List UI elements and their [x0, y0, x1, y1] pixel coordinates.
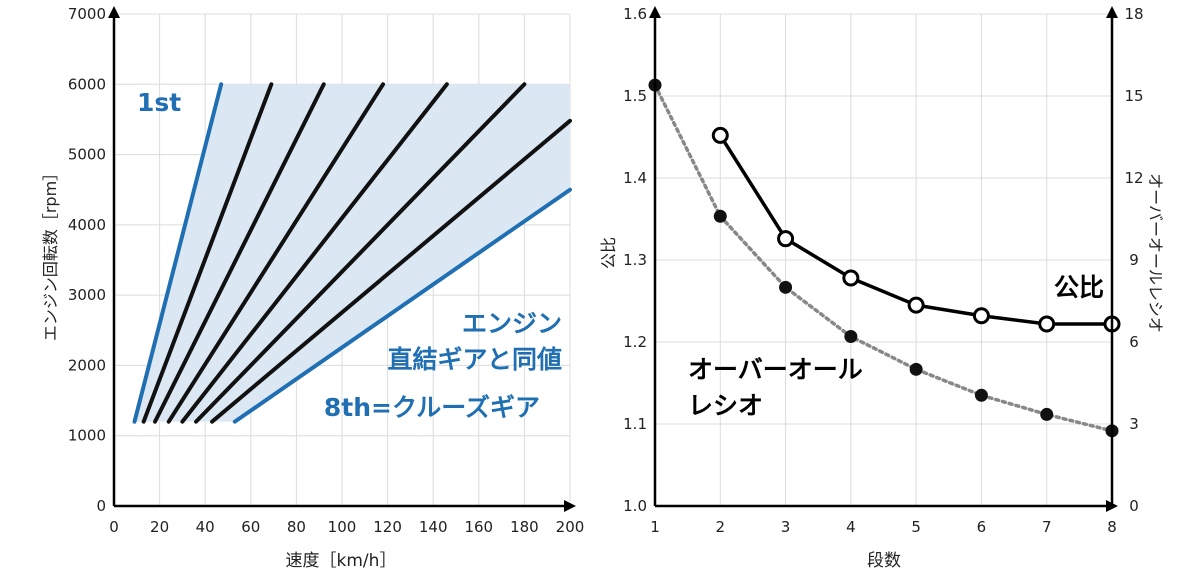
left-y-tick-label: 5000: [68, 146, 106, 164]
right-right-tick-labels: 0 3 6 9 12 15 18: [1124, 5, 1143, 515]
left-x-tick-label: 180: [510, 518, 539, 536]
left-shaded-region: [134, 84, 570, 422]
right-x-tick-labels: 1 2 3 4 5 6 7 8: [650, 518, 1117, 536]
left-x-tick-labels: 0 20 40 60 80 100 120 140 160 180 200: [109, 518, 584, 536]
annotation-ratio-word: レシオ: [688, 391, 763, 420]
left-axes: [108, 6, 576, 512]
gear-line-7: [210, 118, 572, 424]
right-x-tick-label: 8: [1107, 518, 1117, 536]
overall-ratio-point: [844, 330, 858, 344]
right-left-tick-label: 1.5: [623, 87, 647, 105]
gear-line-5: [180, 82, 449, 424]
gear-line-2: [141, 82, 274, 424]
right-right-tick-label: 0: [1129, 497, 1139, 515]
annotation-direct-gear: 直結ギアと同値: [387, 345, 562, 374]
gear-line-8th: [232, 187, 572, 424]
annotation-8th-cruise: 8th=クルーズギア: [324, 393, 540, 422]
left-x-tick-label: 40: [196, 518, 215, 536]
right-left-tick-label: 1.0: [623, 497, 647, 515]
right-x-axis-arrow: [1106, 500, 1118, 512]
overall-ratio-point: [713, 209, 727, 223]
left-x-tick-label: 100: [328, 518, 357, 536]
overall-ratio-point: [779, 280, 793, 294]
right-x-tick-label: 1: [650, 518, 660, 536]
left-gear-lines: [132, 82, 572, 424]
right-left-tick-label: 1.1: [623, 415, 647, 433]
right-grid: [655, 13, 1113, 506]
annotation-engine: エンジン: [462, 309, 562, 338]
right-x-tick-label: 5: [911, 518, 921, 536]
left-y-tick-label: 0: [96, 497, 106, 515]
left-x-tick-label: 60: [241, 518, 260, 536]
left-y-tick-label: 1000: [68, 427, 106, 445]
overall-ratio-point: [1040, 407, 1054, 421]
overall-ratio-line: [653, 83, 1114, 433]
right-right-tick-label: 18: [1124, 5, 1143, 23]
gear-line-1st: [132, 82, 224, 424]
right-x-tick-label: 7: [1042, 518, 1052, 536]
annotation-overall: オーバーオール: [688, 355, 863, 384]
right-left-y-axis-arrow: [649, 6, 661, 18]
right-x-tick-label: 3: [781, 518, 791, 536]
left-x-tick-label: 0: [109, 518, 119, 536]
left-y-tick-label: 7000: [68, 5, 106, 23]
right-x-tick-label: 6: [977, 518, 987, 536]
gear-line-6: [194, 82, 527, 424]
right-right-tick-label: 6: [1129, 333, 1139, 351]
right-left-tick-label: 1.3: [623, 251, 647, 269]
common-ratio-point: [907, 296, 925, 314]
left-x-tick-label: 200: [556, 518, 585, 536]
left-x-tick-label: 80: [287, 518, 306, 536]
annotation-ratio: 公比: [1054, 273, 1104, 302]
right-left-tick-label: 1.6: [623, 5, 647, 23]
right-axes: [649, 6, 1118, 512]
gear-line-4: [166, 82, 386, 424]
left-y-tick-labels: 0 1000 2000 3000 4000 5000 6000 7000: [68, 5, 106, 515]
right-y-axis-label: 公比: [599, 237, 618, 269]
left-x-tick-label: 140: [419, 518, 448, 536]
overall-ratio-point: [974, 388, 988, 402]
left-y-tick-label: 4000: [68, 216, 106, 234]
right-right-tick-label: 15: [1124, 87, 1143, 105]
annotation-1st: 1st: [137, 88, 181, 117]
overall-ratio-point: [909, 362, 923, 376]
right-left-tick-label: 1.2: [623, 333, 647, 351]
right-right-tick-label: 12: [1124, 169, 1143, 187]
right-left-tick-labels: 1.0 1.1 1.2 1.3 1.4 1.5 1.6: [623, 5, 647, 515]
left-x-axis-label: 速度［km/h］: [286, 551, 397, 571]
right-right-y-axis-arrow: [1106, 6, 1118, 18]
left-x-tick-label: 160: [464, 518, 493, 536]
left-y-axis-arrow: [108, 6, 120, 18]
right-y2-axis-label: オーバーオールレシオ: [1146, 173, 1165, 333]
gear-line-3: [153, 82, 326, 424]
common-ratio-point: [777, 230, 795, 248]
right-left-tick-label: 1.4: [623, 169, 647, 187]
right-x-tick-label: 2: [716, 518, 726, 536]
right-x-axis-label: 段数: [867, 551, 901, 571]
right-right-tick-label: 3: [1129, 415, 1139, 433]
left-y-tick-label: 3000: [68, 286, 106, 304]
common-ratio-point: [972, 307, 990, 325]
left-x-tick-label: 20: [150, 518, 169, 536]
common-ratio-point: [711, 126, 729, 144]
common-ratio-point: [842, 269, 860, 287]
right-x-tick-label: 4: [846, 518, 856, 536]
left-x-tick-label: 120: [373, 518, 402, 536]
left-x-axis-arrow: [564, 500, 576, 512]
common-ratio-point: [1038, 315, 1056, 333]
left-y-tick-label: 2000: [68, 356, 106, 374]
right-right-tick-label: 9: [1129, 251, 1139, 269]
chart-left: 0 20 40 60 80 100 120 140 160 180 200 0 1000 2000 300…: [41, 5, 584, 571]
left-y-tick-label: 6000: [68, 75, 106, 93]
left-y-axis-label: エンジン回転数［rpm］: [41, 165, 60, 341]
